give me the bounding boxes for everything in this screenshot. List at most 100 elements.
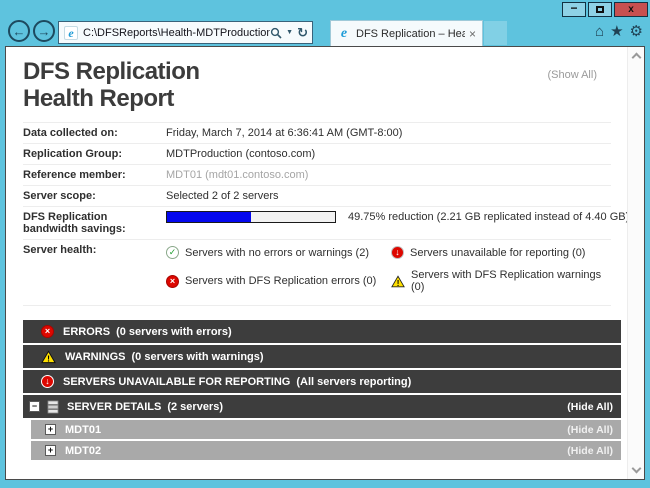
title-bar: − x [0, 0, 650, 18]
row-label: Replication Group: [23, 148, 122, 160]
bandwidth-row: DFS Replication bandwidth savings: 49.75… [23, 207, 629, 240]
navbar-right-icons: ⌂ ★ ⚙ [595, 23, 643, 41]
bandwidth-progress-bar [166, 211, 336, 223]
server-icon [47, 400, 59, 414]
health-item-text: Servers with no errors or warnings (2) [185, 246, 370, 259]
browser-navbar: ← → e C:\DFSReports\Health-MDTProduction… [0, 18, 650, 46]
dropdown-icon[interactable]: ▼ [286, 29, 294, 36]
forward-button[interactable]: → [33, 20, 55, 42]
home-icon[interactable]: ⌂ [595, 23, 605, 40]
section-subtitle: (0 servers with warnings) [131, 350, 264, 363]
address-bar[interactable]: e C:\DFSReports\Health-MDTProduction-07M… [58, 21, 313, 44]
unavailable-icon: ↓ [41, 375, 54, 388]
new-tab-button[interactable] [484, 21, 507, 45]
section-subtitle: (0 servers with errors) [116, 325, 232, 338]
table-row: Replication Group: MDTProduction (contos… [23, 144, 611, 165]
back-button[interactable]: ← [8, 20, 30, 42]
row-value: Selected 2 of 2 servers [166, 190, 279, 202]
section-title: SERVERS UNAVAILABLE FOR REPORTING [63, 375, 291, 388]
svg-text:!: ! [397, 278, 400, 287]
expand-icon[interactable]: + [45, 424, 56, 435]
section-title: ERRORS [63, 325, 111, 338]
section-subtitle: (All servers reporting) [296, 375, 412, 388]
health-item-text: Servers with DFS Replication warnings (0… [411, 269, 602, 293]
table-row: Reference member: MDT01 (mdt01.contoso.c… [23, 165, 611, 186]
scroll-up-icon[interactable] [631, 52, 642, 63]
page-viewport: (Show All) DFS Replication Health Report… [5, 46, 645, 480]
search-icon[interactable] [270, 27, 282, 39]
bandwidth-bar-fill [167, 212, 251, 222]
close-button[interactable]: x [614, 2, 648, 17]
summary-table: Data collected on: Friday, March 7, 2014… [23, 122, 629, 306]
hide-all-link[interactable]: (Hide All) [567, 423, 613, 436]
server-details-section-bar[interactable]: − SERVER DETAILS (2 servers) (Hide All) [23, 395, 621, 418]
row-label: Data collected on: [23, 127, 118, 139]
section-title: WARNINGS [65, 350, 126, 363]
error-icon: × [41, 325, 54, 338]
minimize-button[interactable]: − [562, 0, 586, 17]
health-item: × Servers with DFS Replication errors (0… [166, 269, 391, 293]
unavailable-section-bar[interactable]: ↓ SERVERS UNAVAILABLE FOR REPORTING (All… [23, 370, 621, 393]
row-value: MDT01 (mdt01.contoso.com) [166, 169, 309, 181]
health-item: ✓ Servers with no errors or warnings (2) [166, 246, 391, 259]
health-item: ↓ Servers unavailable for reporting (0) [391, 246, 611, 259]
tab-close-icon[interactable]: × [468, 26, 476, 41]
section-title: SERVER DETAILS [67, 400, 162, 413]
row-label: Server scope: [23, 190, 96, 202]
scroll-down-icon[interactable] [631, 463, 642, 474]
tab-title: DFS Replication – Health Re... [356, 27, 465, 40]
row-label: Server health: [23, 244, 97, 256]
bandwidth-value: 49.75% reduction (2.21 GB replicated ins… [166, 211, 629, 223]
warning-icon: ! [391, 274, 405, 287]
table-row: Data collected on: Friday, March 7, 2014… [23, 123, 611, 144]
error-icon: × [166, 274, 179, 288]
page-title-line2: Health Report [23, 85, 174, 112]
window-controls: − x [562, 0, 648, 17]
settings-gear-icon[interactable]: ⚙ [629, 23, 643, 40]
server-row-mdt01[interactable]: + MDT01 (Hide All) [31, 420, 621, 439]
favorites-star-icon[interactable]: ★ [610, 23, 624, 40]
address-text[interactable]: C:\DFSReports\Health-MDTProduction-07Ma [83, 26, 271, 39]
ie-page-icon: e [64, 25, 78, 40]
ie-logo-icon: e [340, 26, 348, 41]
health-item-text: Servers with DFS Replication errors (0) [185, 275, 377, 287]
row-label: DFS Replication bandwidth savings: [23, 211, 126, 235]
health-item: ! Servers with DFS Replication warnings … [391, 269, 611, 293]
hide-all-link[interactable]: (Hide All) [567, 400, 613, 413]
report-sections: × ERRORS (0 servers with errors) ! WARNI… [23, 320, 621, 460]
bandwidth-text: 49.75% reduction (2.21 GB replicated ins… [348, 211, 630, 223]
browser-tab[interactable]: e DFS Replication – Health Re... × [330, 20, 483, 46]
row-value: Friday, March 7, 2014 at 6:36:41 AM (GMT… [166, 127, 403, 139]
unavailable-icon: ↓ [391, 246, 404, 259]
table-row: Server scope: Selected 2 of 2 servers [23, 186, 611, 207]
close-icon: x [628, 4, 634, 15]
health-item-text: Servers unavailable for reporting (0) [410, 246, 586, 259]
server-health-grid: ✓ Servers with no errors or warnings (2)… [166, 244, 611, 301]
show-all-link[interactable]: (Show All) [547, 69, 597, 81]
maximize-icon [596, 6, 604, 13]
refresh-icon[interactable]: ↻ [297, 24, 308, 40]
minimize-icon: − [570, 0, 578, 15]
page-title: DFS Replication Health Report [23, 58, 627, 112]
report-page: (Show All) DFS Replication Health Report… [6, 47, 629, 479]
vertical-scrollbar[interactable] [627, 47, 644, 479]
row-label: Reference member: [23, 169, 126, 181]
expand-icon[interactable]: + [45, 445, 56, 456]
hide-all-link[interactable]: (Hide All) [567, 444, 613, 457]
server-health-row: Server health: ✓ Servers with no errors … [23, 240, 611, 306]
page-title-line1: DFS Replication [23, 58, 200, 85]
server-name: MDT01 [65, 423, 102, 436]
section-subtitle: (2 servers) [167, 400, 223, 413]
svg-text:!: ! [47, 353, 50, 363]
errors-section-bar[interactable]: × ERRORS (0 servers with errors) [23, 320, 621, 343]
warnings-section-bar[interactable]: ! WARNINGS (0 servers with warnings) [23, 345, 621, 368]
warning-icon: ! [41, 349, 56, 364]
server-row-mdt02[interactable]: + MDT02 (Hide All) [31, 441, 621, 460]
forward-arrow-icon: → [37, 23, 51, 39]
back-arrow-icon: ← [12, 23, 26, 39]
address-bar-icons: ▼ ↻ [270, 25, 308, 41]
collapse-icon[interactable]: − [29, 401, 40, 412]
maximize-button[interactable] [588, 2, 612, 17]
ok-icon: ✓ [166, 246, 179, 259]
